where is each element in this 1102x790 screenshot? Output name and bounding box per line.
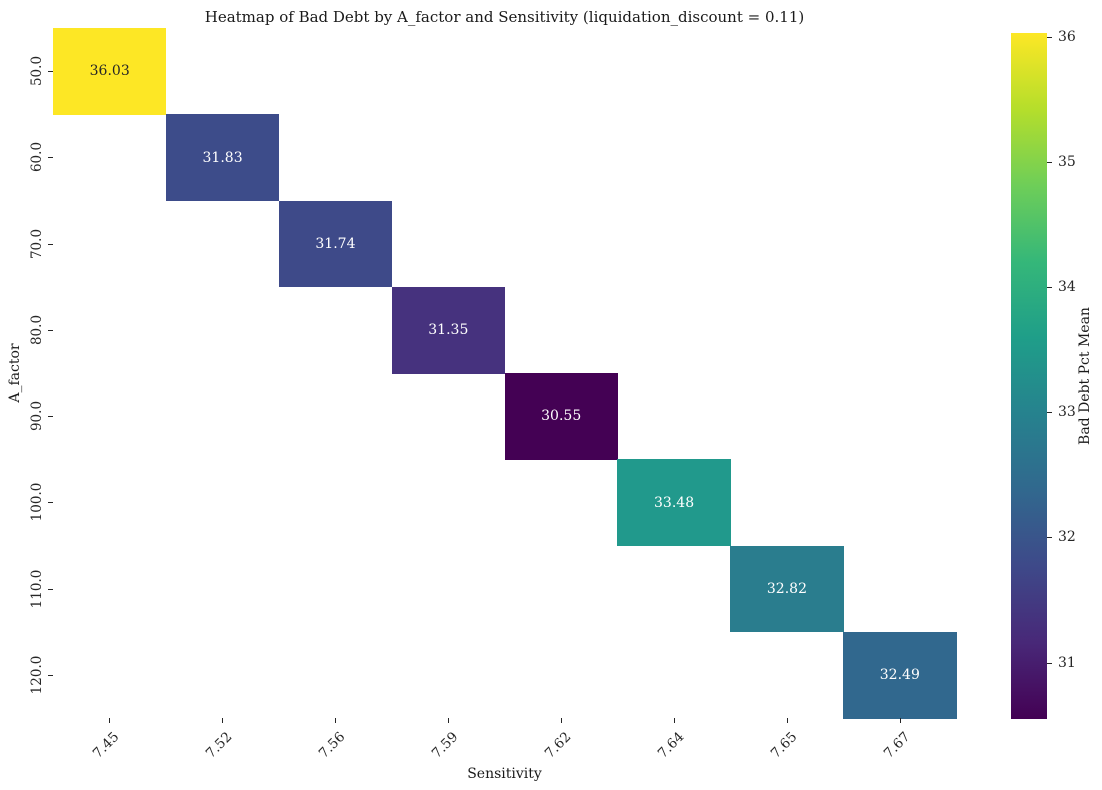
y-tick-mark [48, 416, 53, 418]
colorbar-tick-mark [1047, 662, 1052, 664]
x-tick-label: 7.62 [541, 729, 575, 762]
x-tick-label: 7.67 [880, 729, 913, 762]
x-tick-mark [673, 718, 675, 723]
x-tick-mark [899, 718, 901, 723]
x-tick-label: 7.52 [203, 729, 236, 762]
heatmap-cell-value: 30.55 [541, 408, 582, 425]
heatmap-cell-value: 32.82 [766, 580, 807, 597]
colorbar-tick-label: 31 [1058, 654, 1076, 671]
heatmap-cell: 30.55 [504, 373, 618, 460]
y-tick-label: 60.0 [29, 142, 45, 173]
colorbar [1011, 33, 1047, 719]
heatmap-cell-value: 36.03 [89, 63, 130, 80]
heatmap-cell-value: 31.35 [428, 322, 469, 339]
x-tick-label: 7.65 [767, 729, 801, 762]
heatmap-cell: 31.35 [391, 286, 505, 374]
y-tick-label: 110.0 [29, 569, 45, 608]
y-tick-mark [48, 71, 53, 73]
heatmap-cell-value: 31.74 [315, 235, 356, 252]
y-axis-label: A_factor [7, 343, 23, 403]
colorbar-tick-label: 33 [1058, 404, 1076, 421]
y-tick-label: 90.0 [29, 401, 45, 432]
heatmap-cell: 32.49 [843, 631, 957, 719]
y-tick-label: 50.0 [29, 56, 45, 87]
colorbar-tick-label: 36 [1058, 28, 1076, 45]
y-tick-label: 70.0 [29, 228, 45, 259]
x-axis-label-container: Sensitivity [53, 763, 956, 782]
heatmap-cell-value: 33.48 [654, 494, 695, 511]
x-tick-label: 7.64 [654, 729, 688, 762]
x-tick-mark [560, 718, 562, 723]
heatmap-cell-value: 31.83 [202, 149, 243, 166]
colorbar-tick-mark [1047, 36, 1052, 38]
x-tick-mark [335, 718, 337, 723]
y-tick-mark [48, 674, 53, 676]
x-tick-mark [448, 718, 450, 723]
y-tick-label: 80.0 [29, 314, 45, 345]
y-tick-mark [48, 329, 53, 331]
colorbar-tick-mark [1047, 412, 1052, 414]
heatmap-cell: 33.48 [617, 459, 731, 546]
heatmap-cell: 31.83 [165, 114, 280, 201]
heatmap-plot-area: 36.03 31.83 31.74 31.35 30.55 33.48 32.82 32.49 [53, 28, 957, 719]
colorbar-tick-mark [1047, 161, 1052, 163]
x-tick-mark [786, 718, 788, 723]
colorbar-tick-mark [1047, 287, 1052, 289]
x-tick-label: 7.59 [428, 729, 462, 762]
y-tick-label: 100.0 [29, 483, 45, 522]
colorbar-tick-label: 34 [1058, 279, 1076, 296]
y-tick-mark [48, 243, 53, 245]
colorbar-tick-label: 32 [1058, 529, 1076, 546]
y-tick-mark [48, 502, 53, 504]
x-tick-mark [109, 718, 111, 723]
y-tick-mark [48, 588, 53, 590]
colorbar-label: Bad Debt Pct Mean [1077, 307, 1093, 445]
y-tick-mark [48, 157, 53, 159]
heatmap-cell-value: 32.49 [879, 667, 920, 684]
x-tick-mark [222, 718, 224, 723]
x-axis-label: Sensitivity [467, 766, 542, 782]
x-tick-label: 7.56 [315, 729, 349, 762]
heatmap-cell: 31.74 [278, 200, 393, 288]
heatmap-cell: 32.82 [730, 545, 844, 633]
colorbar-tick-mark [1047, 537, 1052, 539]
colorbar-tick-label: 35 [1058, 153, 1076, 170]
chart-title: Heatmap of Bad Debt by A_factor and Sens… [204, 8, 805, 26]
heatmap-cell: 36.03 [53, 28, 167, 115]
x-tick-label: 7.45 [90, 729, 123, 762]
y-tick-label: 120.0 [29, 655, 45, 695]
